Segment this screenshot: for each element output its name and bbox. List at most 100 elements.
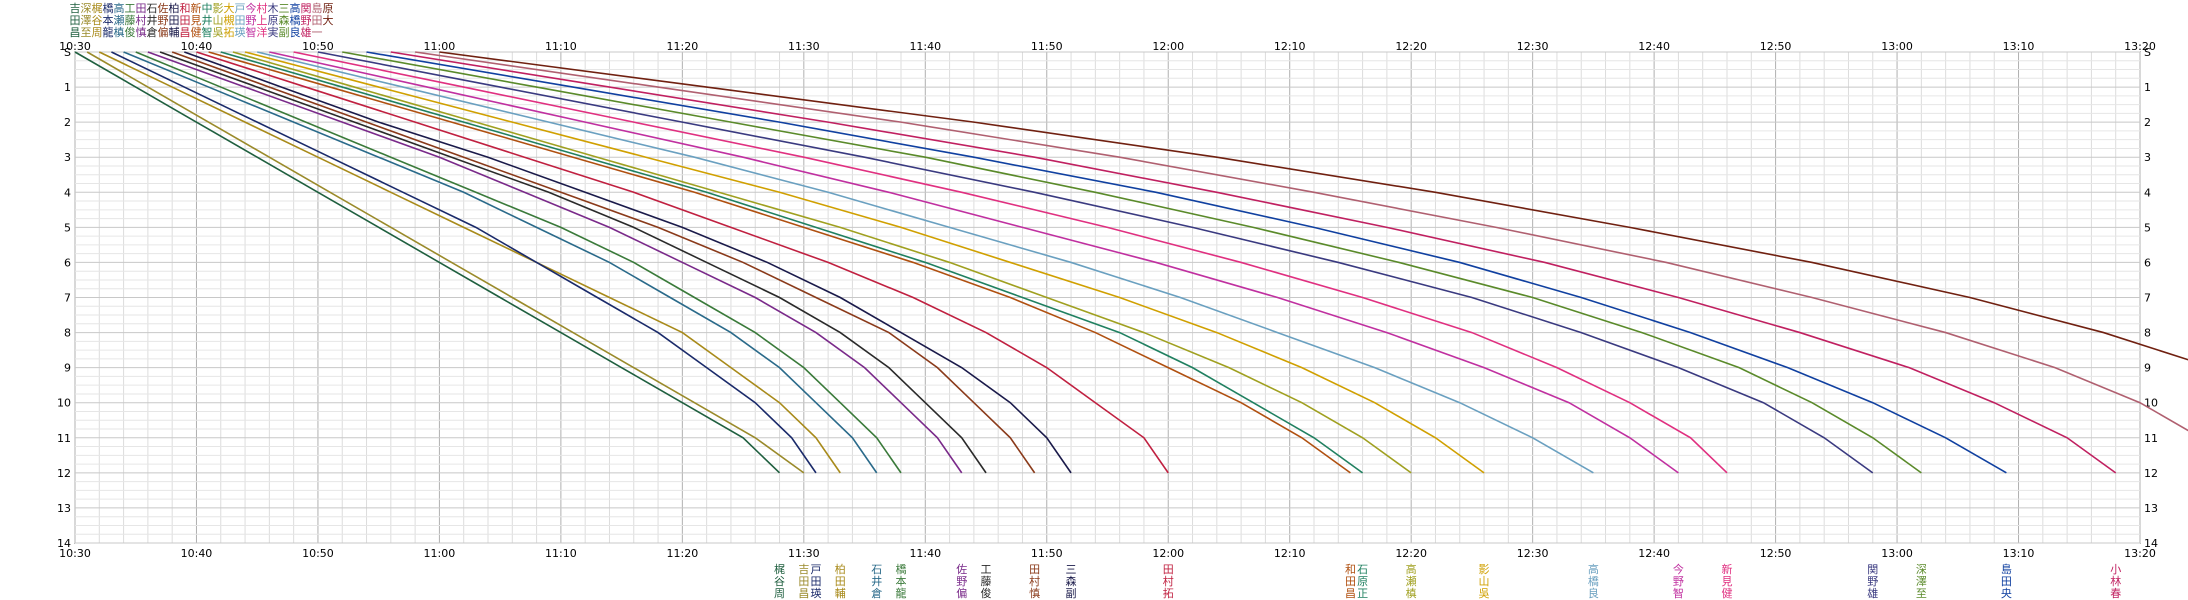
series-line — [390, 51, 2117, 474]
runner-label-top: 澤 — [81, 14, 92, 27]
runner-label-bottom: 佐 — [956, 562, 967, 576]
y-tick-left: 13 — [57, 502, 71, 515]
series-line — [293, 51, 1728, 474]
runner-label-bottom: 慎 — [1029, 586, 1040, 600]
series-line — [244, 51, 1485, 474]
runner-label-bottom: 橋 — [896, 562, 907, 576]
series-line — [135, 51, 902, 474]
runner-label-top: 輔 — [169, 26, 180, 39]
runner-label-top: 上 — [257, 14, 268, 27]
runner-label-bottom: 野 — [1673, 575, 1684, 588]
x-tick-bottom: 12:40 — [1638, 547, 1670, 560]
runner-label-bottom: 昌 — [798, 587, 809, 600]
runner-label-bottom: 関 — [1867, 563, 1878, 576]
runner-label-bottom: 吳 — [1479, 587, 1490, 600]
x-tick-top: 11:00 — [424, 40, 456, 53]
runner-label-bottom: 島 — [2001, 562, 2012, 576]
y-tick-right: 12 — [2144, 467, 2158, 480]
runner-label-bottom: 野 — [956, 575, 967, 588]
y-tick-left: 11 — [57, 432, 71, 445]
runner-label-top: 槻 — [224, 14, 235, 27]
series-line — [317, 51, 1874, 474]
runner-label-bottom: 柏 — [835, 562, 846, 576]
runner-label-bottom: 林 — [2110, 574, 2121, 588]
runner-label-bottom: 拓 — [1163, 586, 1174, 600]
runner-label-top: 大 — [323, 13, 334, 27]
y-tick-left: 3 — [64, 151, 71, 164]
runner-label-top: 工 — [125, 2, 136, 15]
x-tick-bottom: 11:30 — [788, 547, 820, 560]
runner-label-top: 原 — [323, 2, 334, 15]
x-tick-top: 13:10 — [2003, 40, 2035, 53]
runner-label-bottom: 石 — [1357, 563, 1368, 576]
x-tick-bottom: 12:20 — [1395, 547, 1427, 560]
runner-label-top: 村 — [257, 1, 268, 15]
runner-label-top: 健 — [191, 26, 202, 39]
runner-label-bottom: 良 — [1588, 586, 1599, 600]
x-tick-top: 10:40 — [181, 40, 213, 53]
runner-label-bottom: 石 — [871, 563, 882, 576]
runner-label-top: 瑛 — [235, 26, 246, 39]
x-tick-top: 10:30 — [59, 40, 91, 53]
runner-label-bottom: 野 — [1867, 575, 1878, 588]
runner-label-top: 新 — [191, 1, 202, 15]
runner-label-bottom: 雄 — [1867, 586, 1878, 600]
x-tick-top: 12:30 — [1517, 40, 1549, 53]
runner-label-bottom: 昌 — [1345, 587, 1356, 600]
runner-label-bottom: 今 — [1673, 562, 1684, 576]
x-tick-bottom: 13:10 — [2003, 547, 2035, 560]
y-tick-right: 5 — [2144, 221, 2151, 234]
runner-label-top: 田 — [70, 14, 81, 27]
runner-label-top: 本 — [103, 13, 114, 27]
y-tick-left: 1 — [64, 81, 71, 94]
runner-label-top: 田 — [180, 14, 191, 27]
runner-label-top: 島 — [312, 1, 323, 15]
runner-label-top: 三 — [279, 2, 290, 15]
x-tick-top: 12:10 — [1274, 40, 1306, 53]
y-tick-left: S — [64, 46, 71, 59]
y-tick-right: 7 — [2144, 292, 2151, 305]
runner-label-top: 森 — [279, 13, 290, 27]
series-line — [257, 51, 1594, 474]
runner-label-bottom: 高 — [1406, 562, 1417, 576]
series-line — [147, 51, 963, 474]
runner-label-bottom: 至 — [1916, 587, 1927, 600]
runner-label-top: 雄 — [301, 25, 312, 39]
y-tick-right: 14 — [2144, 537, 2158, 550]
runner-label-bottom: 田 — [810, 575, 821, 588]
runner-label-top: 影 — [213, 2, 224, 15]
runner-label-bottom: 副 — [1066, 587, 1077, 600]
y-tick-right: 6 — [2144, 256, 2151, 269]
x-tick-bottom: 11:40 — [909, 547, 941, 560]
x-tick-top: 13:00 — [1881, 40, 1913, 53]
runner-label-top: 智 — [202, 25, 213, 39]
runner-label-bottom: 小 — [2110, 563, 2121, 576]
x-tick-top: 11:20 — [667, 40, 699, 53]
runner-label-top: 良 — [290, 25, 301, 39]
x-tick-bottom: 13:20 — [2124, 547, 2156, 560]
runner-label-top: 橋 — [290, 13, 301, 27]
runner-label-top: 高 — [114, 1, 125, 15]
runner-label-top: 龍 — [103, 25, 114, 39]
x-tick-bottom: 12:50 — [1760, 547, 1792, 560]
series-line — [196, 51, 1169, 474]
runner-label-bottom: 澤 — [1916, 575, 1927, 588]
runner-label-top: 周 — [92, 26, 103, 39]
runner-label-top: 槙 — [114, 25, 125, 39]
x-tick-bottom: 11:50 — [1031, 547, 1063, 560]
runner-label-bottom: 周 — [774, 587, 785, 600]
runner-label-bottom: 健 — [1722, 587, 1733, 600]
runner-label-top: 偏 — [158, 25, 169, 39]
runner-label-top: 俊 — [125, 25, 136, 39]
y-tick-left: 2 — [64, 116, 71, 129]
y-tick-right: 13 — [2144, 502, 2158, 515]
runner-label-bottom: 俊 — [981, 586, 992, 600]
runner-label-top: 井 — [202, 13, 213, 27]
runner-label-top: 関 — [301, 2, 312, 15]
runner-label-bottom: 深 — [1916, 563, 1927, 576]
series-line — [111, 51, 817, 474]
runner-label-top: 井 — [147, 13, 158, 27]
series-line — [86, 51, 805, 474]
x-tick-top: 11:40 — [909, 40, 941, 53]
runner-label-bottom: 梶 — [774, 562, 785, 576]
